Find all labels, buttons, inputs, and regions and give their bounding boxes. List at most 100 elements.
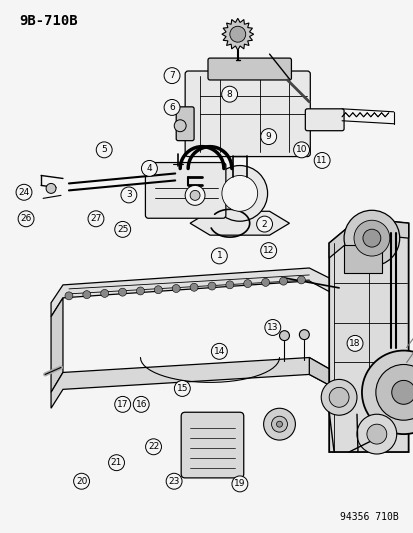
Circle shape (356, 414, 396, 454)
Circle shape (190, 190, 199, 200)
Circle shape (361, 351, 413, 434)
Text: 14: 14 (213, 347, 225, 356)
Polygon shape (51, 298, 63, 392)
Circle shape (172, 285, 180, 293)
Text: 27: 27 (90, 214, 102, 223)
Circle shape (279, 330, 289, 341)
Circle shape (46, 183, 56, 193)
Circle shape (297, 276, 305, 284)
Circle shape (313, 152, 329, 168)
Circle shape (65, 292, 73, 300)
FancyBboxPatch shape (176, 107, 194, 141)
Text: 26: 26 (20, 214, 32, 223)
Circle shape (121, 187, 136, 203)
Circle shape (264, 319, 280, 335)
Circle shape (211, 166, 267, 221)
Circle shape (391, 381, 413, 404)
Circle shape (320, 379, 356, 415)
Circle shape (260, 128, 276, 144)
Text: 18: 18 (349, 339, 360, 348)
Polygon shape (190, 211, 289, 235)
Text: 2: 2 (261, 220, 267, 229)
Text: 1: 1 (216, 252, 222, 261)
Polygon shape (221, 18, 253, 50)
Text: 20: 20 (76, 477, 87, 486)
Text: 22: 22 (147, 442, 159, 451)
Text: 7: 7 (169, 71, 175, 80)
FancyBboxPatch shape (185, 71, 310, 157)
FancyBboxPatch shape (145, 163, 225, 218)
Circle shape (221, 175, 257, 211)
FancyBboxPatch shape (207, 58, 291, 80)
Circle shape (74, 473, 89, 489)
Text: 11: 11 (316, 156, 327, 165)
Circle shape (136, 287, 144, 295)
Text: 3: 3 (126, 190, 131, 199)
Polygon shape (328, 218, 408, 452)
Circle shape (174, 120, 186, 132)
Text: 5: 5 (101, 146, 107, 155)
Circle shape (231, 476, 247, 492)
Text: 21: 21 (111, 458, 122, 467)
Text: 23: 23 (168, 477, 179, 486)
Circle shape (362, 229, 380, 247)
Text: 6: 6 (169, 103, 175, 112)
Circle shape (211, 343, 227, 359)
Text: 8: 8 (226, 90, 232, 99)
Circle shape (271, 416, 287, 432)
Circle shape (375, 365, 413, 420)
Circle shape (211, 248, 227, 264)
Text: 19: 19 (234, 479, 245, 488)
Circle shape (114, 221, 131, 237)
Text: 10: 10 (295, 146, 306, 155)
Text: 17: 17 (116, 400, 128, 409)
Polygon shape (51, 268, 338, 317)
Circle shape (260, 243, 276, 259)
Circle shape (221, 86, 237, 102)
Circle shape (18, 211, 34, 227)
Circle shape (229, 26, 245, 42)
Circle shape (88, 211, 104, 227)
Text: 9B-710B: 9B-710B (19, 14, 78, 28)
Text: 4: 4 (146, 164, 152, 173)
Circle shape (185, 185, 204, 205)
Polygon shape (328, 218, 408, 258)
Circle shape (174, 381, 190, 397)
Text: 24: 24 (18, 188, 30, 197)
Circle shape (353, 220, 389, 256)
FancyBboxPatch shape (305, 109, 343, 131)
Circle shape (263, 408, 295, 440)
Circle shape (299, 330, 309, 340)
Circle shape (346, 335, 362, 351)
Circle shape (141, 160, 157, 176)
Polygon shape (51, 358, 338, 408)
Circle shape (164, 100, 180, 115)
Circle shape (190, 284, 197, 291)
Circle shape (261, 278, 269, 286)
Circle shape (108, 455, 124, 471)
Text: 94356 710B: 94356 710B (339, 512, 398, 522)
Circle shape (16, 184, 32, 200)
Circle shape (145, 439, 161, 455)
Circle shape (133, 397, 149, 413)
Text: 15: 15 (176, 384, 188, 393)
FancyBboxPatch shape (343, 245, 381, 273)
Circle shape (343, 211, 399, 266)
Circle shape (225, 281, 233, 289)
Circle shape (293, 142, 309, 158)
Circle shape (243, 280, 251, 288)
Circle shape (276, 421, 282, 427)
Circle shape (328, 387, 348, 407)
Text: 12: 12 (262, 246, 274, 255)
Text: 25: 25 (117, 225, 128, 234)
Circle shape (366, 424, 386, 444)
Circle shape (114, 397, 131, 413)
Circle shape (118, 288, 126, 296)
Circle shape (256, 216, 272, 232)
Circle shape (83, 290, 90, 298)
Polygon shape (309, 358, 338, 390)
Circle shape (164, 68, 180, 84)
Circle shape (166, 473, 182, 489)
Text: 9: 9 (265, 132, 271, 141)
Circle shape (100, 289, 108, 297)
